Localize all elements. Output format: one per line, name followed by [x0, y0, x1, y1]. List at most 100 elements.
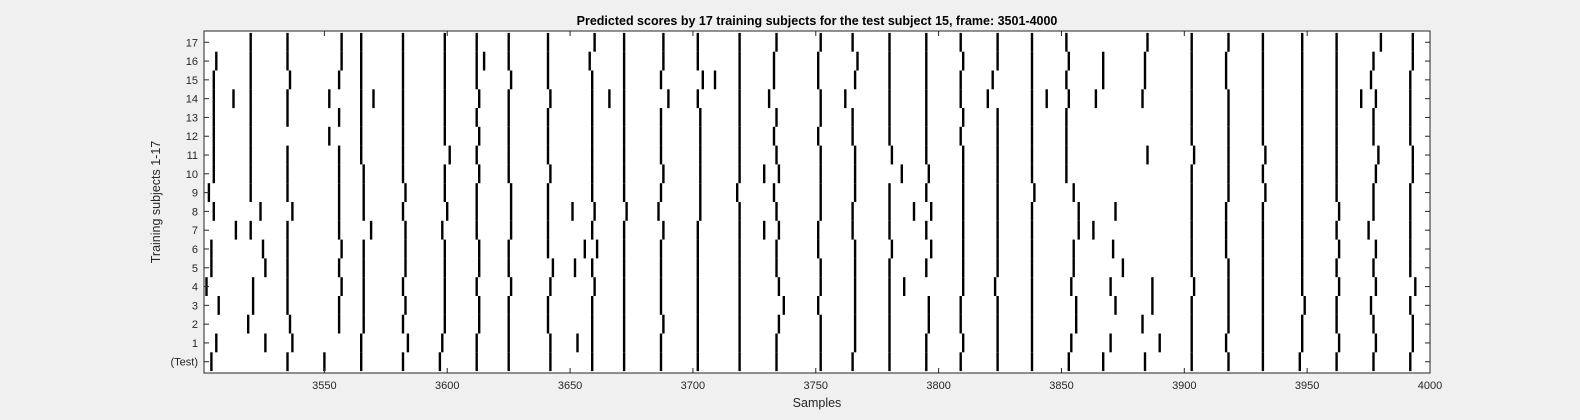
spike-row-5-28 [1261, 258, 1265, 278]
spike-row-5-24 [1072, 258, 1075, 278]
spike-row-11-3 [337, 145, 341, 165]
spike-row-14-28 [1094, 89, 1098, 109]
spike-row-16-18 [856, 51, 859, 71]
spike-row-15-18 [853, 70, 857, 90]
spike-row-14-8 [443, 89, 446, 109]
spike-row-4-1 [251, 277, 255, 296]
spike-row-1-21 [996, 333, 999, 353]
spike-row-11-26 [1227, 145, 1230, 165]
spike-row-11-16 [819, 145, 822, 165]
spike-row-7-17 [817, 220, 820, 240]
spike-row-4-13 [696, 277, 699, 296]
spike-row-10-2 [286, 164, 289, 184]
y-tick-label-1: 1 [192, 338, 198, 350]
spike-row-14-15 [667, 89, 670, 109]
spike-row-1-29 [1301, 333, 1304, 353]
spike-row-6-12 [622, 239, 626, 259]
spike-row-3-4 [362, 296, 365, 315]
spike-row-7-6 [441, 220, 444, 240]
spike-row-2-3 [362, 314, 365, 334]
spike-row-11-23 [1065, 145, 1068, 165]
spike-row-4-6 [443, 277, 446, 296]
spike-row-15-11 [622, 70, 626, 90]
spike-row-8-16 [775, 202, 778, 221]
y-tick-label-2: 2 [192, 319, 198, 331]
spike-row-15-24 [1065, 70, 1068, 90]
spike-row-16-5 [401, 51, 405, 71]
spike-row-0-19 [959, 352, 962, 372]
spike-row-17-29 [1379, 32, 1383, 52]
spike-row-1-5 [441, 333, 444, 353]
spike-row-9-29 [1372, 183, 1375, 202]
spike-row-2-8 [546, 314, 550, 334]
x-tick-label-3: 3700 [681, 380, 705, 392]
spike-row-10-3 [337, 164, 341, 184]
spike-row-2-18 [927, 314, 930, 334]
spike-row-2-4 [401, 314, 405, 334]
spike-row-17-12 [696, 32, 699, 52]
spike-row-15-8 [509, 70, 513, 90]
spike-row-1-32 [1411, 333, 1414, 353]
spike-row-2-7 [507, 314, 510, 334]
spike-row-15-26 [1143, 70, 1147, 90]
spike-row-2-5 [443, 314, 446, 334]
spike-row-16-15 [738, 51, 741, 71]
spike-row-5-6 [443, 258, 446, 278]
spike-row-13-9 [546, 108, 550, 127]
spike-row-7-15 [763, 220, 766, 240]
spike-row-6-30 [1337, 239, 1341, 259]
spike-row-16-24 [1067, 51, 1070, 71]
spike-row-8-29 [1261, 202, 1265, 221]
spike-row-10-20 [927, 164, 930, 184]
spike-row-0-0 [210, 352, 213, 372]
spike-row-14-34 [1335, 89, 1338, 109]
spike-row-12-6 [478, 126, 481, 146]
spike-row-1-13 [696, 333, 699, 353]
spike-row-14-6 [372, 89, 375, 109]
spike-row-3-3 [337, 296, 341, 315]
spike-row-13-20 [962, 108, 965, 127]
spike-row-1-28 [1261, 333, 1265, 353]
spike-row-0-27 [1261, 352, 1265, 372]
spike-row-12-23 [1190, 126, 1193, 146]
spike-row-2-30 [1411, 314, 1414, 334]
spike-row-15-17 [817, 70, 820, 90]
spike-row-6-23 [1030, 239, 1034, 259]
spike-row-14-5 [360, 89, 363, 109]
spike-row-6-4 [362, 239, 365, 259]
spike-row-12-27 [1335, 126, 1338, 146]
spike-row-17-1 [286, 32, 289, 52]
spike-row-16-17 [817, 51, 820, 71]
spike-row-8-20 [912, 202, 916, 221]
spike-row-3-26 [1190, 296, 1193, 315]
spike-row-10-8 [507, 164, 510, 184]
spike-row-16-13 [662, 51, 665, 71]
spike-row-9-20 [962, 183, 965, 202]
spike-row-5-22 [996, 258, 999, 278]
spike-row-2-14 [777, 314, 781, 334]
spike-row-0-11 [659, 352, 663, 372]
spike-row-15-20 [925, 70, 928, 90]
spike-row-10-29 [1335, 164, 1338, 184]
spike-row-16-1 [249, 51, 252, 71]
spike-row-15-2 [288, 70, 292, 90]
spike-row-10-4 [362, 164, 365, 184]
spike-row-11-12 [659, 145, 663, 165]
spike-row-6-20 [930, 239, 933, 259]
spike-row-14-16 [696, 89, 699, 109]
spike-row-7-12 [662, 220, 665, 240]
spike-row-12-24 [1227, 126, 1230, 146]
spike-row-10-5 [401, 164, 405, 184]
spike-row-0-17 [888, 352, 891, 372]
spike-row-13-11 [622, 108, 626, 127]
spike-row-14-14 [622, 89, 626, 109]
spike-row-17-7 [507, 32, 510, 52]
spike-row-0-7 [507, 352, 510, 372]
spike-row-4-15 [777, 277, 781, 296]
spike-row-16-29 [1261, 51, 1265, 71]
spike-row-1-15 [775, 333, 778, 353]
spike-row-7-21 [962, 220, 965, 240]
spike-row-0-22 [1067, 352, 1070, 372]
spike-row-2-22 [1075, 314, 1078, 334]
spike-row-6-14 [696, 239, 699, 259]
